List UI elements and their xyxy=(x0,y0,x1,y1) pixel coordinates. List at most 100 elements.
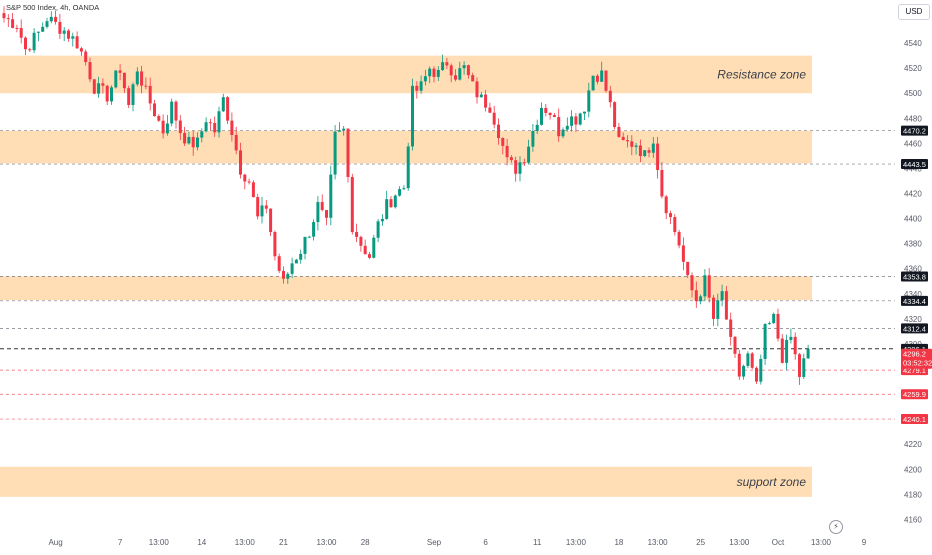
candle[interactable] xyxy=(531,131,535,147)
candle[interactable] xyxy=(557,117,561,137)
candle[interactable] xyxy=(802,358,806,377)
time-axis[interactable]: Aug 7 13:00 14 13:00 21 13:00 28 Sep 6 11 13:00 18 13… xyxy=(48,538,866,547)
candle[interactable] xyxy=(58,21,62,34)
candle[interactable] xyxy=(325,210,328,218)
candle[interactable] xyxy=(561,129,565,137)
candle[interactable] xyxy=(755,367,758,382)
candle[interactable] xyxy=(729,319,733,337)
candle[interactable] xyxy=(174,101,178,121)
candle[interactable] xyxy=(217,111,221,133)
candle[interactable] xyxy=(196,137,199,148)
candle[interactable] xyxy=(97,83,101,94)
candle[interactable] xyxy=(617,127,621,137)
candle[interactable] xyxy=(643,150,647,156)
candle[interactable] xyxy=(471,75,475,82)
candle[interactable] xyxy=(733,336,737,354)
candle[interactable] xyxy=(484,94,488,108)
candle[interactable] xyxy=(712,297,715,319)
candle[interactable] xyxy=(221,97,225,112)
candle[interactable] xyxy=(595,75,599,82)
candle[interactable] xyxy=(32,32,36,51)
candle[interactable] xyxy=(750,353,754,368)
candle[interactable] xyxy=(333,131,337,175)
candle[interactable] xyxy=(660,170,664,197)
candle[interactable] xyxy=(466,65,470,76)
candle[interactable] xyxy=(432,68,436,77)
candle[interactable] xyxy=(565,125,569,130)
candle[interactable] xyxy=(591,75,595,91)
candle[interactable] xyxy=(664,196,668,214)
candle[interactable] xyxy=(785,339,789,363)
candle[interactable] xyxy=(148,85,152,104)
candle[interactable] xyxy=(759,358,763,382)
candle[interactable] xyxy=(24,37,27,50)
candle[interactable] xyxy=(806,348,810,359)
candle[interactable] xyxy=(699,296,703,302)
candle[interactable] xyxy=(419,81,423,91)
candle[interactable] xyxy=(135,71,139,85)
candle[interactable] xyxy=(49,16,53,22)
candle[interactable] xyxy=(118,70,122,73)
candle[interactable] xyxy=(153,103,156,117)
candle[interactable] xyxy=(122,72,126,89)
candle[interactable] xyxy=(505,145,509,158)
candle[interactable] xyxy=(299,253,303,260)
candle[interactable] xyxy=(445,62,449,66)
candles-layer[interactable] xyxy=(2,6,810,385)
candle[interactable] xyxy=(127,88,131,105)
candle[interactable] xyxy=(234,134,238,151)
candle[interactable] xyxy=(350,177,354,233)
candle[interactable] xyxy=(243,174,247,182)
candle[interactable] xyxy=(552,115,556,118)
candle[interactable] xyxy=(402,188,406,190)
candle[interactable] xyxy=(230,120,234,135)
candle[interactable] xyxy=(518,162,522,174)
candle[interactable] xyxy=(574,116,578,125)
candle[interactable] xyxy=(269,208,273,233)
candle[interactable] xyxy=(492,112,496,125)
candle[interactable] xyxy=(54,16,58,22)
candle[interactable] xyxy=(763,324,767,359)
candle[interactable] xyxy=(359,236,363,246)
candle[interactable] xyxy=(497,124,500,139)
candle[interactable] xyxy=(337,130,341,132)
candle[interactable] xyxy=(673,217,677,233)
candle[interactable] xyxy=(746,353,750,366)
candle[interactable] xyxy=(88,62,92,80)
candle[interactable] xyxy=(239,150,242,175)
candle[interactable] xyxy=(157,116,161,121)
candle[interactable] xyxy=(772,313,776,324)
candle[interactable] xyxy=(187,136,191,144)
candle[interactable] xyxy=(436,70,440,77)
candle[interactable] xyxy=(458,68,462,80)
candle[interactable] xyxy=(651,143,655,153)
candle[interactable] xyxy=(200,131,204,138)
candle[interactable] xyxy=(346,128,350,178)
candle[interactable] xyxy=(307,236,311,238)
candle[interactable] xyxy=(780,338,784,363)
candle[interactable] xyxy=(247,181,251,183)
candle[interactable] xyxy=(479,94,483,98)
candle[interactable] xyxy=(45,21,49,27)
candle[interactable] xyxy=(690,275,694,291)
candle[interactable] xyxy=(677,232,681,246)
candle[interactable] xyxy=(110,87,113,102)
candle[interactable] xyxy=(578,113,582,125)
candle[interactable] xyxy=(2,13,6,19)
candle[interactable] xyxy=(514,160,518,174)
candle[interactable] xyxy=(798,354,801,377)
candle[interactable] xyxy=(260,205,264,217)
candle[interactable] xyxy=(140,71,144,86)
candle[interactable] xyxy=(71,36,75,39)
candle[interactable] xyxy=(41,26,45,32)
candle[interactable] xyxy=(101,83,105,86)
candle[interactable] xyxy=(19,28,23,38)
candle[interactable] xyxy=(290,263,294,274)
candle[interactable] xyxy=(742,365,746,377)
candle[interactable] xyxy=(540,107,543,125)
candle[interactable] xyxy=(376,221,380,238)
candle[interactable] xyxy=(535,124,539,132)
candle[interactable] xyxy=(294,259,298,264)
candle[interactable] xyxy=(604,70,608,91)
candle[interactable] xyxy=(114,70,118,88)
